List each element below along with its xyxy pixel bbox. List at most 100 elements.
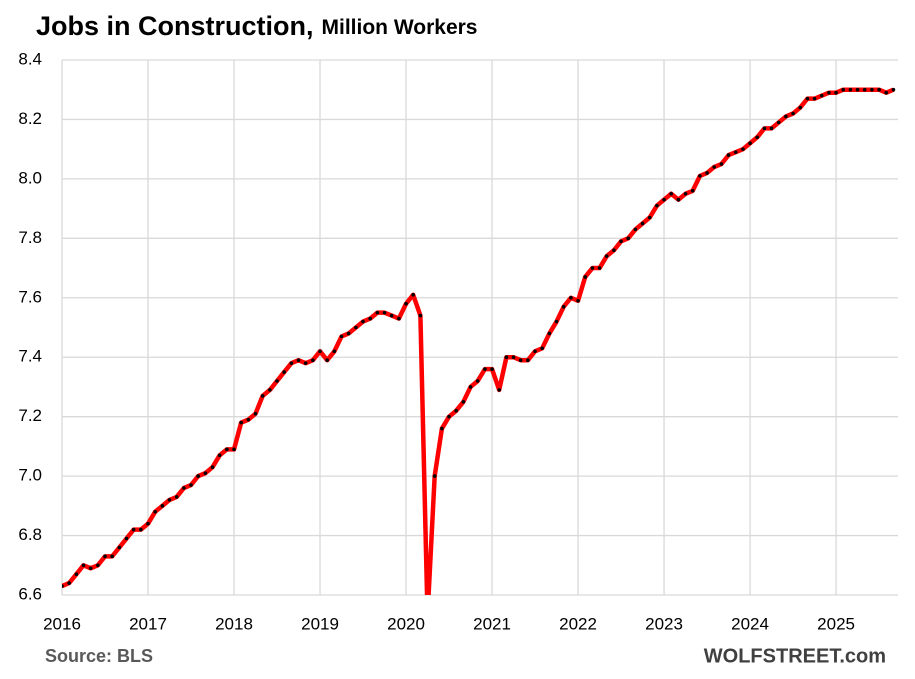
- marker: [712, 165, 717, 169]
- y-tick-label: 6.8: [18, 525, 42, 544]
- marker: [827, 90, 831, 95]
- marker: [397, 316, 401, 321]
- marker: [382, 310, 387, 315]
- marker: [160, 504, 165, 508]
- x-tick-label: 2020: [387, 614, 425, 633]
- marker: [719, 162, 724, 166]
- marker: [225, 447, 229, 452]
- marker: [497, 388, 501, 392]
- marker: [819, 93, 824, 98]
- marker: [196, 474, 200, 478]
- x-tick-label: 2023: [645, 614, 683, 633]
- marker: [805, 96, 810, 101]
- marker: [182, 486, 186, 490]
- marker: [655, 203, 659, 208]
- marker: [346, 331, 351, 336]
- marker: [131, 527, 136, 532]
- marker: [454, 408, 458, 413]
- line: [62, 87, 895, 595]
- marker: [311, 358, 315, 362]
- marker: [318, 349, 322, 354]
- marker: [268, 388, 272, 392]
- y-tick-label: 7.6: [18, 287, 42, 306]
- marker: [296, 358, 301, 362]
- marker: [776, 120, 781, 125]
- marker: [533, 349, 537, 354]
- marker: [483, 367, 487, 371]
- subtitle: Million Workers: [322, 16, 478, 39]
- marker: [748, 141, 752, 146]
- marker: [146, 521, 150, 526]
- marker: [490, 367, 494, 371]
- marker: [784, 114, 788, 119]
- x-tick-label: 2025: [817, 614, 855, 633]
- marker: [518, 358, 523, 362]
- y-tick-label: 8.0: [18, 168, 42, 187]
- marker: [289, 361, 294, 365]
- marker: [612, 248, 616, 253]
- y-tick-label: 7.2: [18, 406, 42, 425]
- marker: [81, 563, 86, 568]
- marker: [698, 174, 702, 178]
- marker: [332, 349, 337, 354]
- marker: [210, 465, 215, 469]
- marker: [733, 150, 738, 154]
- marker: [647, 215, 652, 220]
- marker: [404, 301, 408, 306]
- x-tick-label: 2017: [129, 614, 167, 633]
- chart-title: Jobs in Construction, Million Workers: [36, 11, 478, 41]
- marker: [726, 153, 731, 157]
- marker: [189, 483, 193, 487]
- marker: [74, 572, 79, 576]
- marker: [103, 554, 107, 559]
- marker: [690, 188, 695, 193]
- marker: [282, 370, 286, 374]
- marker: [877, 87, 881, 92]
- marker: [389, 313, 394, 318]
- marker: [361, 319, 365, 324]
- marker: [468, 385, 473, 389]
- marker: [576, 298, 580, 303]
- marker: [590, 266, 595, 270]
- marker: [167, 498, 172, 502]
- marker: [569, 295, 573, 300]
- marker: [461, 400, 466, 404]
- marker: [217, 453, 222, 458]
- marker: [117, 545, 122, 550]
- grid: [61, 59, 898, 596]
- marker: [62, 584, 64, 588]
- x-tick-label: 2019: [301, 614, 339, 633]
- marker: [626, 236, 630, 241]
- marker: [411, 293, 415, 297]
- y-tick-label: 7.4: [18, 347, 42, 366]
- marker: [475, 379, 480, 383]
- marker: [110, 554, 114, 559]
- marker: [303, 361, 308, 365]
- marker: [440, 426, 444, 431]
- marker: [153, 509, 157, 514]
- marker: [96, 563, 100, 568]
- marker: [791, 111, 795, 116]
- marker: [870, 87, 874, 92]
- marker: [884, 90, 889, 95]
- marker: [232, 447, 236, 452]
- marker: [67, 581, 71, 585]
- marker: [769, 126, 774, 131]
- marker: [597, 266, 602, 270]
- x-tick-label: 2024: [731, 614, 769, 633]
- marker: [253, 411, 258, 416]
- title: Jobs in Construction,: [36, 11, 314, 41]
- marker: [547, 331, 552, 336]
- marker: [203, 471, 208, 475]
- marker: [669, 191, 673, 196]
- marker: [174, 495, 179, 499]
- marker: [339, 334, 344, 339]
- marker: [526, 358, 530, 362]
- marker: [633, 227, 638, 232]
- marker: [375, 310, 380, 315]
- marker: [855, 87, 860, 92]
- marker: [418, 313, 423, 318]
- marker: [260, 394, 265, 398]
- marker: [683, 191, 688, 196]
